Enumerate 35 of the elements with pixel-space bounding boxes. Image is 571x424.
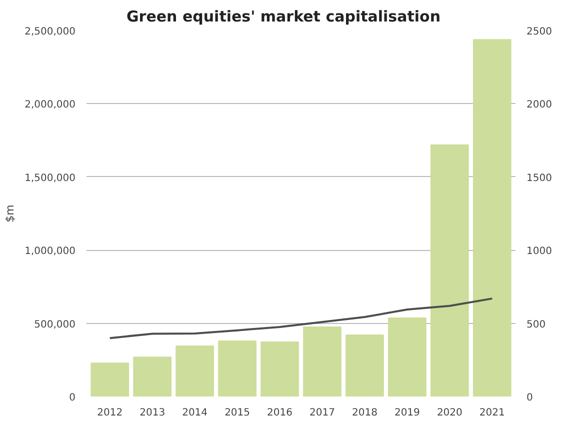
x-tick-label: 2020	[436, 408, 462, 418]
bar	[303, 326, 342, 396]
bar	[388, 318, 426, 396]
y-tick-label: 1,000,000	[24, 246, 76, 258]
y2-tick-label: 1000	[526, 246, 552, 258]
bar	[430, 144, 469, 396]
x-tick-label: 2013	[140, 408, 166, 418]
x-tick-label: 2015	[224, 408, 250, 418]
y2-tick-label: 2000	[526, 100, 552, 111]
x-tick-label: 2016	[267, 408, 292, 418]
bar	[90, 362, 130, 396]
y2-tick-label: 0	[526, 392, 533, 404]
x-tick-label: 2019	[394, 408, 420, 418]
y2-tick-label: 1500	[526, 172, 552, 184]
bar	[346, 334, 384, 396]
line-series	[108, 298, 494, 340]
y-tick-label: 2,000,000	[24, 100, 76, 111]
y-tick-label: 0	[69, 392, 76, 404]
bar	[176, 345, 214, 396]
y2-tick-label: 2500	[526, 26, 552, 38]
y-tick-label: 2,500,000	[24, 26, 76, 38]
y-tick-label: 1,500,000	[24, 172, 76, 184]
bar	[218, 340, 256, 396]
x-tick-label: 2012	[97, 408, 123, 418]
bar	[472, 39, 512, 396]
y-tick-label: 500,000	[34, 319, 76, 330]
x-tick-label: 2018	[352, 408, 378, 418]
y2-tick-label: 500	[526, 319, 546, 330]
x-tick-label: 2017	[310, 408, 335, 418]
bar	[260, 342, 299, 396]
chart-title: Green equities' market capitalisation	[126, 8, 441, 26]
x-tick-label: 2014	[182, 408, 208, 418]
bar	[133, 356, 172, 396]
y-axis-title: $m	[4, 204, 17, 222]
x-tick-label: 2021	[479, 408, 505, 418]
